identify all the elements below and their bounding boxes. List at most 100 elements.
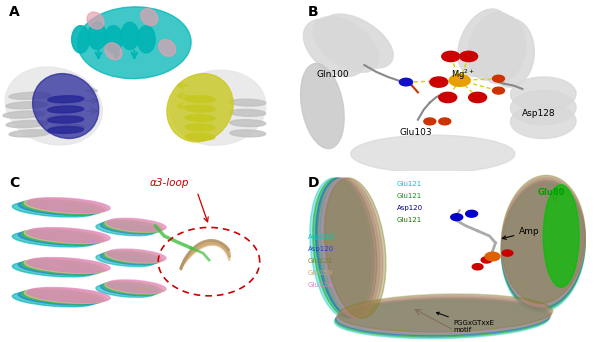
- Ellipse shape: [325, 178, 386, 318]
- Circle shape: [485, 252, 500, 261]
- Ellipse shape: [33, 74, 99, 139]
- Circle shape: [466, 210, 478, 217]
- Ellipse shape: [72, 26, 90, 53]
- Ellipse shape: [104, 26, 122, 53]
- Ellipse shape: [48, 127, 84, 133]
- Circle shape: [481, 257, 492, 263]
- Circle shape: [472, 264, 483, 270]
- Text: Asp128: Asp128: [522, 109, 556, 118]
- Ellipse shape: [48, 116, 84, 123]
- Ellipse shape: [6, 120, 48, 128]
- Ellipse shape: [21, 259, 104, 274]
- Circle shape: [399, 78, 413, 86]
- Ellipse shape: [230, 109, 266, 116]
- Circle shape: [502, 250, 513, 256]
- Ellipse shape: [13, 292, 95, 307]
- Ellipse shape: [477, 15, 526, 84]
- Ellipse shape: [337, 297, 551, 334]
- Ellipse shape: [13, 202, 95, 217]
- Circle shape: [424, 118, 436, 125]
- Ellipse shape: [137, 26, 155, 53]
- Ellipse shape: [13, 232, 95, 247]
- Text: α3-loop: α3-loop: [149, 179, 189, 188]
- Circle shape: [460, 51, 478, 62]
- Circle shape: [469, 92, 487, 103]
- Ellipse shape: [316, 178, 377, 318]
- Ellipse shape: [6, 102, 48, 109]
- Text: A: A: [9, 5, 20, 19]
- Ellipse shape: [351, 135, 515, 173]
- Ellipse shape: [510, 77, 576, 111]
- Ellipse shape: [103, 281, 162, 295]
- Ellipse shape: [24, 228, 107, 244]
- Text: Asp120: Asp120: [307, 246, 334, 252]
- Text: Glu121: Glu121: [397, 181, 422, 187]
- Ellipse shape: [185, 96, 215, 103]
- Ellipse shape: [335, 300, 550, 337]
- Ellipse shape: [319, 178, 380, 318]
- Ellipse shape: [230, 99, 266, 106]
- Circle shape: [442, 51, 460, 62]
- Ellipse shape: [501, 179, 585, 307]
- Ellipse shape: [27, 258, 110, 273]
- Ellipse shape: [47, 115, 82, 122]
- Ellipse shape: [105, 219, 164, 232]
- Circle shape: [439, 118, 451, 125]
- Ellipse shape: [467, 12, 518, 80]
- Circle shape: [493, 75, 504, 82]
- Ellipse shape: [322, 178, 383, 318]
- Ellipse shape: [19, 200, 101, 215]
- Ellipse shape: [501, 175, 585, 303]
- Ellipse shape: [337, 295, 552, 333]
- Ellipse shape: [50, 96, 85, 104]
- Ellipse shape: [27, 228, 110, 242]
- Text: C: C: [9, 176, 19, 190]
- Text: Glu80: Glu80: [537, 188, 565, 197]
- Ellipse shape: [107, 280, 166, 293]
- Ellipse shape: [88, 22, 106, 50]
- Ellipse shape: [100, 221, 159, 234]
- Text: Glu114: Glu114: [307, 282, 333, 288]
- Ellipse shape: [185, 115, 215, 121]
- Ellipse shape: [141, 9, 158, 26]
- Ellipse shape: [47, 106, 82, 113]
- Ellipse shape: [167, 74, 233, 142]
- Ellipse shape: [19, 230, 101, 245]
- Ellipse shape: [303, 19, 365, 77]
- Circle shape: [430, 77, 448, 87]
- Ellipse shape: [103, 251, 162, 264]
- Ellipse shape: [185, 105, 215, 112]
- Ellipse shape: [3, 111, 45, 118]
- Text: PGGxGTxxE
motif: PGGxGTxxE motif: [436, 312, 495, 333]
- Ellipse shape: [78, 7, 191, 79]
- Text: Asp120: Asp120: [307, 234, 334, 240]
- Ellipse shape: [501, 181, 585, 308]
- Ellipse shape: [170, 70, 266, 145]
- Ellipse shape: [96, 223, 155, 236]
- Ellipse shape: [103, 220, 162, 233]
- Ellipse shape: [96, 253, 155, 266]
- Ellipse shape: [50, 125, 85, 132]
- Ellipse shape: [336, 298, 550, 336]
- Ellipse shape: [510, 91, 576, 125]
- Ellipse shape: [9, 130, 51, 137]
- Ellipse shape: [100, 282, 159, 295]
- Ellipse shape: [458, 9, 509, 77]
- Ellipse shape: [105, 250, 164, 263]
- Ellipse shape: [313, 16, 379, 73]
- Ellipse shape: [107, 249, 166, 262]
- Ellipse shape: [338, 294, 553, 332]
- Ellipse shape: [105, 281, 164, 294]
- Ellipse shape: [230, 130, 266, 137]
- Ellipse shape: [19, 260, 101, 275]
- Ellipse shape: [543, 185, 579, 287]
- Text: Gln100: Gln100: [316, 70, 349, 79]
- Ellipse shape: [21, 199, 104, 214]
- Ellipse shape: [121, 22, 139, 50]
- Text: Glu159: Glu159: [307, 270, 333, 276]
- Ellipse shape: [310, 178, 371, 318]
- Text: Mg$^{2+}$: Mg$^{2+}$: [451, 67, 475, 82]
- Ellipse shape: [24, 199, 107, 213]
- Ellipse shape: [501, 182, 585, 310]
- Ellipse shape: [501, 177, 585, 305]
